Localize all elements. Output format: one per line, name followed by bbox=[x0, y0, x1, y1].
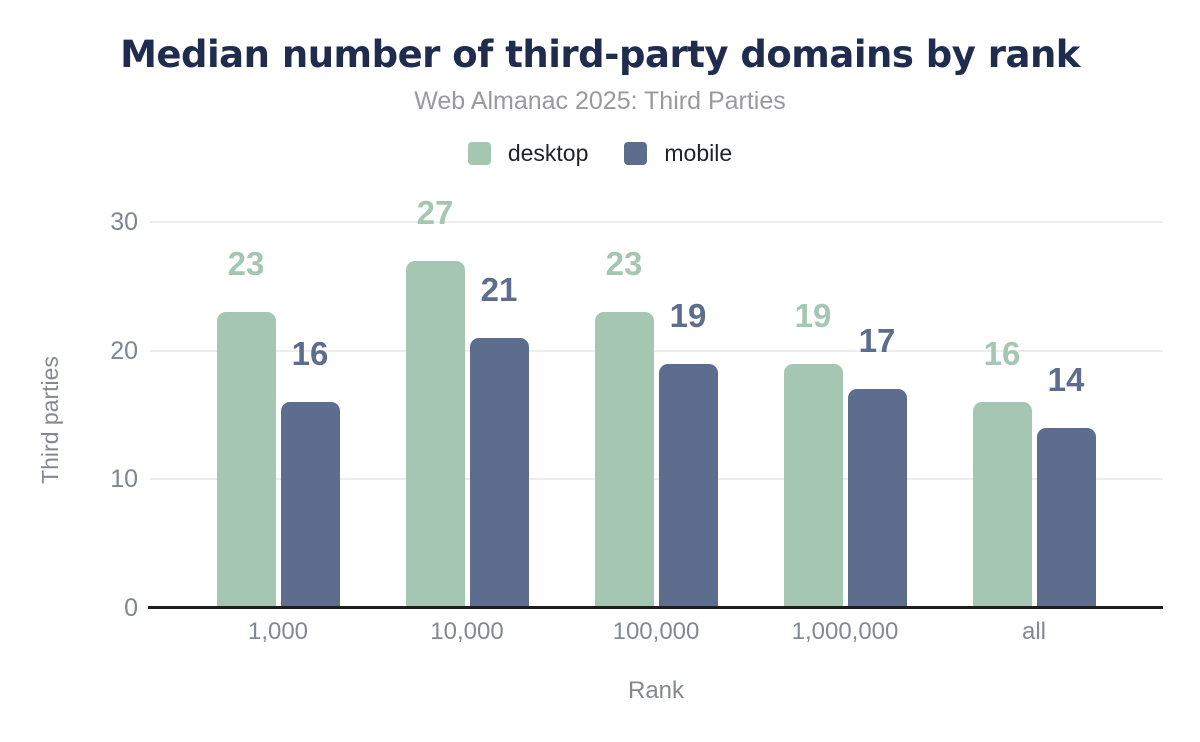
bar-value-label: 16 bbox=[291, 335, 329, 372]
bar-value-label: 19 bbox=[669, 297, 707, 334]
bar-value-label: 21 bbox=[480, 271, 518, 308]
bar-desktop-1000 bbox=[216, 312, 276, 608]
x-tick-label: all bbox=[1021, 618, 1046, 645]
gridline bbox=[150, 478, 1163, 481]
y-tick-label: 30 bbox=[110, 208, 138, 236]
y-tick-label: 20 bbox=[110, 336, 138, 365]
bar-desktop-all bbox=[972, 402, 1032, 608]
y-tick-label: 10 bbox=[110, 465, 138, 494]
x-tick-label: 1,000,000 bbox=[791, 618, 899, 645]
legend-item-mobile: mobile bbox=[624, 141, 732, 165]
x-tick-label: 1,000 bbox=[247, 618, 309, 645]
x-tick-label: 10,000 bbox=[430, 618, 504, 645]
bar-mobile-10000 bbox=[469, 338, 529, 608]
bar-mobile-100000 bbox=[658, 364, 718, 608]
bar-mobile-1000000 bbox=[847, 389, 907, 608]
x-axis-title: Rank bbox=[627, 677, 685, 704]
bar-desktop-100000 bbox=[594, 312, 654, 608]
legend-item-desktop: desktop bbox=[467, 140, 589, 166]
bar-desktop-1000000 bbox=[783, 364, 843, 608]
bar-value-label: 19 bbox=[794, 297, 832, 334]
bar-value-label: 23 bbox=[227, 245, 265, 282]
bar-value-label: 16 bbox=[983, 335, 1021, 372]
bar-value-label: 23 bbox=[605, 245, 643, 282]
bar-desktop-10000 bbox=[405, 261, 465, 608]
legend-label-desktop: desktop bbox=[507, 140, 589, 166]
mobile-swatch bbox=[624, 141, 648, 165]
gridline bbox=[150, 349, 1163, 352]
x-tick-label: 100,000 bbox=[612, 618, 700, 645]
gridline bbox=[150, 221, 1163, 223]
legend-label-mobile: mobile bbox=[664, 140, 733, 166]
chart-title: Median number of third-party domains by … bbox=[120, 33, 1080, 76]
y-tick-label: 0 bbox=[124, 594, 138, 622]
legend: desktop mobile bbox=[0, 141, 1200, 165]
desktop-swatch bbox=[467, 141, 491, 165]
bar-value-label: 14 bbox=[1047, 361, 1085, 398]
bar-mobile-all bbox=[1036, 428, 1096, 608]
x-axis-line bbox=[148, 606, 1163, 609]
chart-subtitle: Web Almanac 2025: Third Parties bbox=[414, 87, 786, 115]
bar-value-label: 17 bbox=[858, 322, 896, 359]
bar-mobile-1000 bbox=[280, 402, 340, 608]
bar-value-label: 27 bbox=[416, 194, 454, 231]
